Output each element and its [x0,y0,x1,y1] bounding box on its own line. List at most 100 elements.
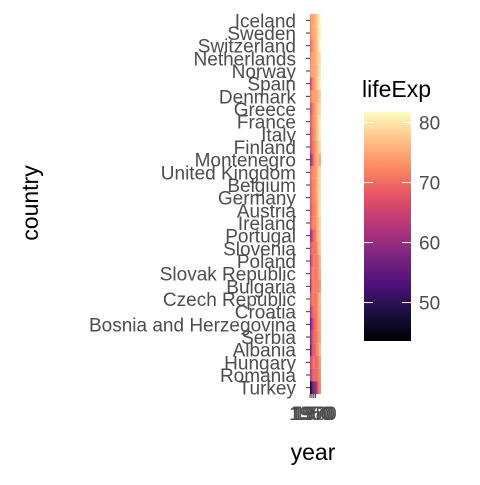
heatmap-cell [314,128,316,141]
heatmap-cell [318,128,320,141]
heatmap-cell [310,26,311,40]
heatmap-cell [317,128,319,141]
y-tick-label: Montenegro [195,151,296,172]
heatmap-cell [317,102,319,116]
heatmap-cell [318,280,320,293]
heatmap-cell [316,343,318,357]
heatmap-cell [312,140,314,154]
y-tick-label: Croatia [235,303,297,324]
heatmap-cell [312,128,314,141]
heatmap-cell [315,140,317,154]
heatmap-cell [320,178,322,192]
heatmap-cell [316,52,318,65]
x-axis-title: year [291,439,336,465]
heatmap-cell [317,64,319,78]
heatmap-cell [315,229,317,243]
color-legend: lifeExp 50 60 70 80 [362,76,440,341]
heatmap-cell [318,318,320,331]
heatmap-cell [320,14,322,27]
heatmap-cell [318,90,320,103]
heatmap-cell [319,52,321,65]
heatmap-cell [314,140,316,154]
heatmap-cell [318,292,320,306]
heatmap-cell [317,26,319,40]
heatmap-cell [313,191,315,205]
heatmap-cell [317,305,319,319]
heatmap-cell [320,52,322,65]
heatmap-cell [319,140,321,154]
heatmap-cell [310,178,312,192]
heatmap-cell [311,102,313,116]
y-tick-label: Serbia [241,328,296,349]
heatmap-cell [318,267,320,281]
heatmap-cell [310,204,311,217]
heatmap-cell [317,356,319,369]
heatmap-cell [315,14,317,27]
heatmap-cell [318,229,320,243]
heatmap-cell [310,102,312,116]
heatmap-cell [314,292,316,306]
heatmap-cell [316,242,318,255]
heatmap-cell [314,318,316,331]
heatmap-cell [312,14,314,27]
heatmap-cell [315,267,317,281]
heatmap-cell [315,52,317,65]
heatmap-cell [320,254,322,268]
y-tick-label: Germany [218,189,297,210]
heatmap-cell [317,330,319,344]
y-tick-label: Italy [261,125,296,146]
heatmap-cell [313,204,315,217]
heatmap-cell [320,318,322,331]
heatmap-cell [319,102,321,116]
heatmap-cell [311,153,313,167]
heatmap-cell [313,39,315,53]
heatmap-cell [311,204,313,217]
heatmap-cell [313,140,315,154]
heatmap-cell [316,140,318,154]
heatmap-cell [317,267,319,281]
heatmap-cell [317,39,319,53]
heatmap-cell [319,216,321,230]
heatmap-cell [311,191,313,205]
heatmap-cell [313,128,315,141]
y-tick-label: Netherlands [194,49,296,70]
heatmap-cell [312,191,314,205]
legend-label: 70 [419,174,440,195]
y-tick-label: Belgium [227,176,296,197]
heatmap-cell [317,166,319,179]
heatmap-cell [319,191,321,205]
heatmap-cell [317,229,319,243]
heatmap-cell [318,64,320,78]
heatmap-cell [319,64,321,78]
heatmap-cell [320,102,322,116]
heatmap-cell [317,77,319,91]
heatmap-cell [315,128,317,141]
y-tick-label: Turkey [239,379,297,400]
heatmap-cell [318,242,320,255]
heatmap-cell [310,318,311,331]
heatmap-cell [314,102,316,116]
heatmap-cell [315,153,317,167]
heatmap-cell [319,178,321,192]
heatmap-cell [310,254,312,268]
heatmap-cell [317,14,319,27]
heatmap-cell [314,343,316,357]
heatmap-cell [319,39,321,53]
heatmap-cell [311,368,313,382]
heatmap-cell [311,26,313,40]
heatmap-cell [310,242,312,255]
heatmap-cell [310,381,312,395]
y-tick-label: France [237,113,296,134]
heatmap-cell [312,153,314,167]
y-tick-label: Finland [234,138,296,159]
heatmap-cell [316,115,318,129]
heatmap-cell [317,368,319,382]
legend-ticks: 50 60 70 80 [364,114,440,315]
heatmap-cell [315,343,317,357]
heatmap-cell [315,178,317,192]
heatmap-cell [310,356,311,369]
heatmap-cell [311,166,313,179]
heatmap-cell [310,115,311,129]
heatmap-cell [313,267,315,281]
